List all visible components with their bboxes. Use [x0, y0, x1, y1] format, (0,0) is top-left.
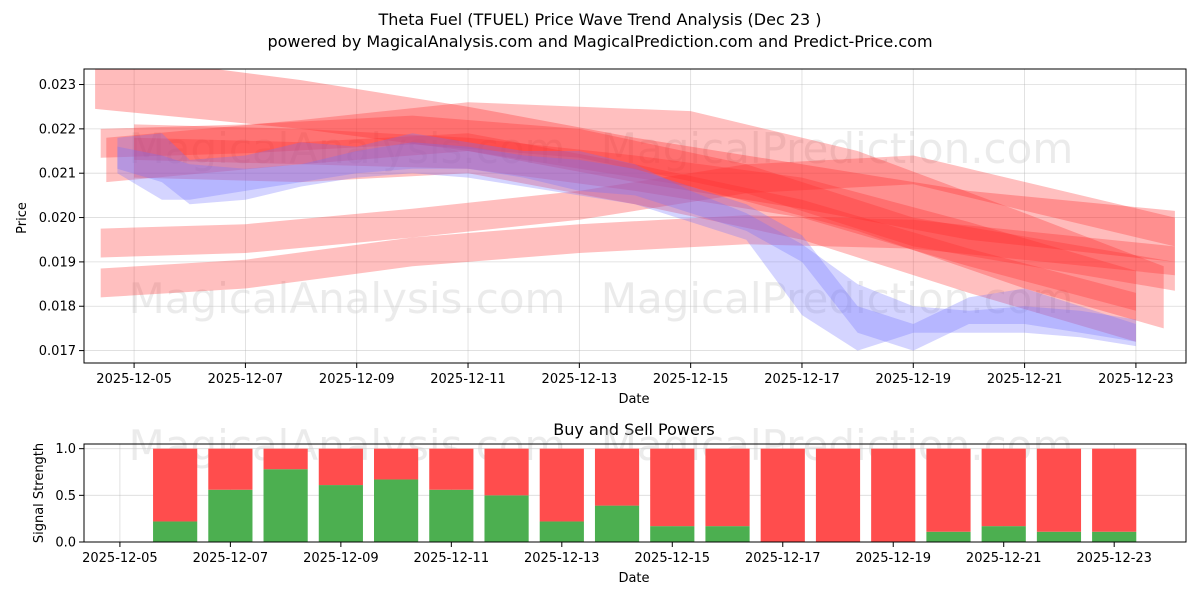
red-wave-band [95, 69, 1175, 262]
buy-bar [263, 469, 308, 542]
x-tick-label: 2025-12-23 [1098, 372, 1174, 387]
buy-bar [208, 489, 253, 542]
sell-bar [318, 448, 363, 486]
price-grid [84, 69, 1186, 363]
sell-bar [981, 448, 1026, 527]
sell-bar [705, 448, 750, 527]
x-tick-label: 2025-12-17 [745, 551, 821, 566]
signal-chart-panel: Buy and Sell Powers MagicalAnalysis.com … [32, 420, 1187, 586]
sell-bar [760, 448, 805, 542]
blue-wave-bands [117, 133, 1136, 351]
price-chart-panel: MagicalAnalysis.com MagicalPrediction.co… [15, 68, 1187, 407]
sell-bar [1092, 448, 1137, 532]
x-tick-label: 2025-12-05 [82, 551, 158, 566]
y-tick-label: 0.5 [55, 489, 76, 504]
red-wave-band [100, 115, 1175, 291]
x-tick-label: 2025-12-19 [855, 551, 931, 566]
blue-wave-band [117, 133, 1136, 351]
x-tick-label: 2025-12-11 [430, 372, 506, 387]
watermark-text: MagicalPrediction.com [601, 274, 1074, 323]
chart-subtitle: powered by MagicalAnalysis.com and Magic… [267, 32, 932, 51]
buy-bar [484, 495, 529, 542]
red-wave-band [134, 133, 1136, 342]
buy-bar [374, 479, 419, 542]
x-tick-label: 2025-12-09 [319, 372, 395, 387]
watermark-text: MagicalAnalysis.com [129, 274, 566, 323]
y-tick-label: 0.0 [55, 536, 76, 551]
x-tick-label: 2025-12-15 [635, 551, 711, 566]
signal-x-axis: 2025-12-05 2025-12-07 2025-12-09 2025-12-11… [82, 542, 1152, 566]
signal-y-axis-label: Signal Strength [32, 443, 47, 543]
signal-x-axis-label: Date [618, 571, 649, 586]
buy-bar [1092, 531, 1137, 542]
x-tick-label: 2025-12-07 [208, 372, 284, 387]
blue-wave-band [117, 142, 1136, 351]
red-wave-band [100, 215, 1175, 298]
sell-bar [374, 448, 419, 480]
x-tick-label: 2025-12-19 [876, 372, 952, 387]
buy-bar [926, 531, 971, 542]
sell-bar [650, 448, 695, 527]
y-tick-label: 0.020 [39, 211, 76, 226]
x-tick-label: 2025-12-11 [414, 551, 490, 566]
price-plot-background [84, 69, 1186, 363]
sell-bar [153, 448, 198, 522]
sell-bar [484, 448, 529, 496]
x-tick-label: 2025-12-15 [653, 372, 729, 387]
chart-title: Theta Fuel (TFUEL) Price Wave Trend Anal… [377, 10, 821, 29]
price-x-axis-label: Date [618, 392, 649, 407]
signal-chart-title: Buy and Sell Powers [553, 420, 715, 439]
buy-bar [1036, 531, 1082, 542]
y-tick-label: 0.021 [39, 167, 76, 182]
buy-sell-bars [153, 448, 1137, 542]
sell-bar [208, 448, 253, 490]
price-watermarks: MagicalAnalysis.com MagicalPrediction.co… [129, 124, 1074, 323]
watermark-text: MagicalPrediction.com [601, 124, 1074, 173]
y-tick-label: 0.022 [39, 122, 76, 137]
buy-bar [153, 521, 198, 542]
signal-y-axis: 0.0 0.5 1.0 [55, 442, 84, 551]
y-tick-label: 0.018 [39, 300, 76, 315]
y-tick-label: 0.023 [39, 78, 76, 93]
sell-bar [815, 448, 861, 542]
sell-bar [594, 448, 640, 506]
buy-bar [594, 505, 640, 542]
x-tick-label: 2025-12-17 [764, 372, 840, 387]
buy-bar [981, 526, 1026, 542]
x-tick-label: 2025-12-21 [987, 372, 1063, 387]
price-x-axis: 2025-12-05 2025-12-07 2025-12-09 2025-12-11… [96, 363, 1174, 387]
x-tick-label: 2025-12-09 [303, 551, 379, 566]
x-tick-label: 2025-12-07 [193, 551, 269, 566]
y-tick-label: 0.019 [39, 255, 76, 270]
red-wave-band [106, 102, 1164, 329]
price-plot-frame [83, 68, 1187, 364]
red-wave-band [134, 124, 1136, 311]
buy-bar [539, 521, 584, 542]
sell-bar [539, 448, 584, 522]
x-tick-label: 2025-12-05 [96, 372, 172, 387]
red-wave-band [100, 155, 1175, 258]
buy-bar [705, 526, 750, 542]
watermark-text: MagicalAnalysis.com [129, 124, 566, 173]
y-tick-label: 0.017 [39, 344, 76, 359]
red-wave-bands [95, 69, 1175, 342]
sell-bar [871, 448, 916, 542]
sell-bar [1036, 448, 1082, 532]
y-tick-label: 1.0 [55, 442, 76, 457]
price-y-axis-label: Price [15, 202, 30, 234]
sell-bar [926, 448, 971, 532]
sell-bar [429, 448, 474, 490]
x-tick-label: 2025-12-23 [1076, 551, 1152, 566]
price-y-axis: 0.017 0.018 0.019 0.020 0.021 0.022 0.023 [39, 78, 84, 359]
buy-bar [650, 526, 695, 542]
x-tick-label: 2025-12-13 [524, 551, 600, 566]
x-tick-label: 2025-12-13 [542, 372, 618, 387]
sell-bar [263, 448, 308, 470]
signal-plot-frame [83, 443, 1187, 543]
buy-bar [429, 489, 474, 542]
x-tick-label: 2025-12-21 [966, 551, 1042, 566]
buy-bar [318, 485, 363, 542]
